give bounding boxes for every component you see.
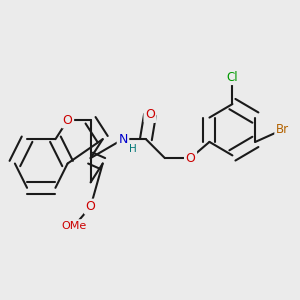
Text: OMe: OMe	[62, 221, 87, 231]
Text: Br: Br	[276, 123, 289, 136]
Text: H: H	[129, 144, 137, 154]
Text: N: N	[118, 133, 128, 146]
Text: Cl: Cl	[226, 70, 238, 83]
Text: O: O	[85, 200, 95, 213]
Text: O: O	[186, 152, 196, 165]
Text: O: O	[145, 108, 155, 122]
Text: O: O	[63, 114, 73, 127]
